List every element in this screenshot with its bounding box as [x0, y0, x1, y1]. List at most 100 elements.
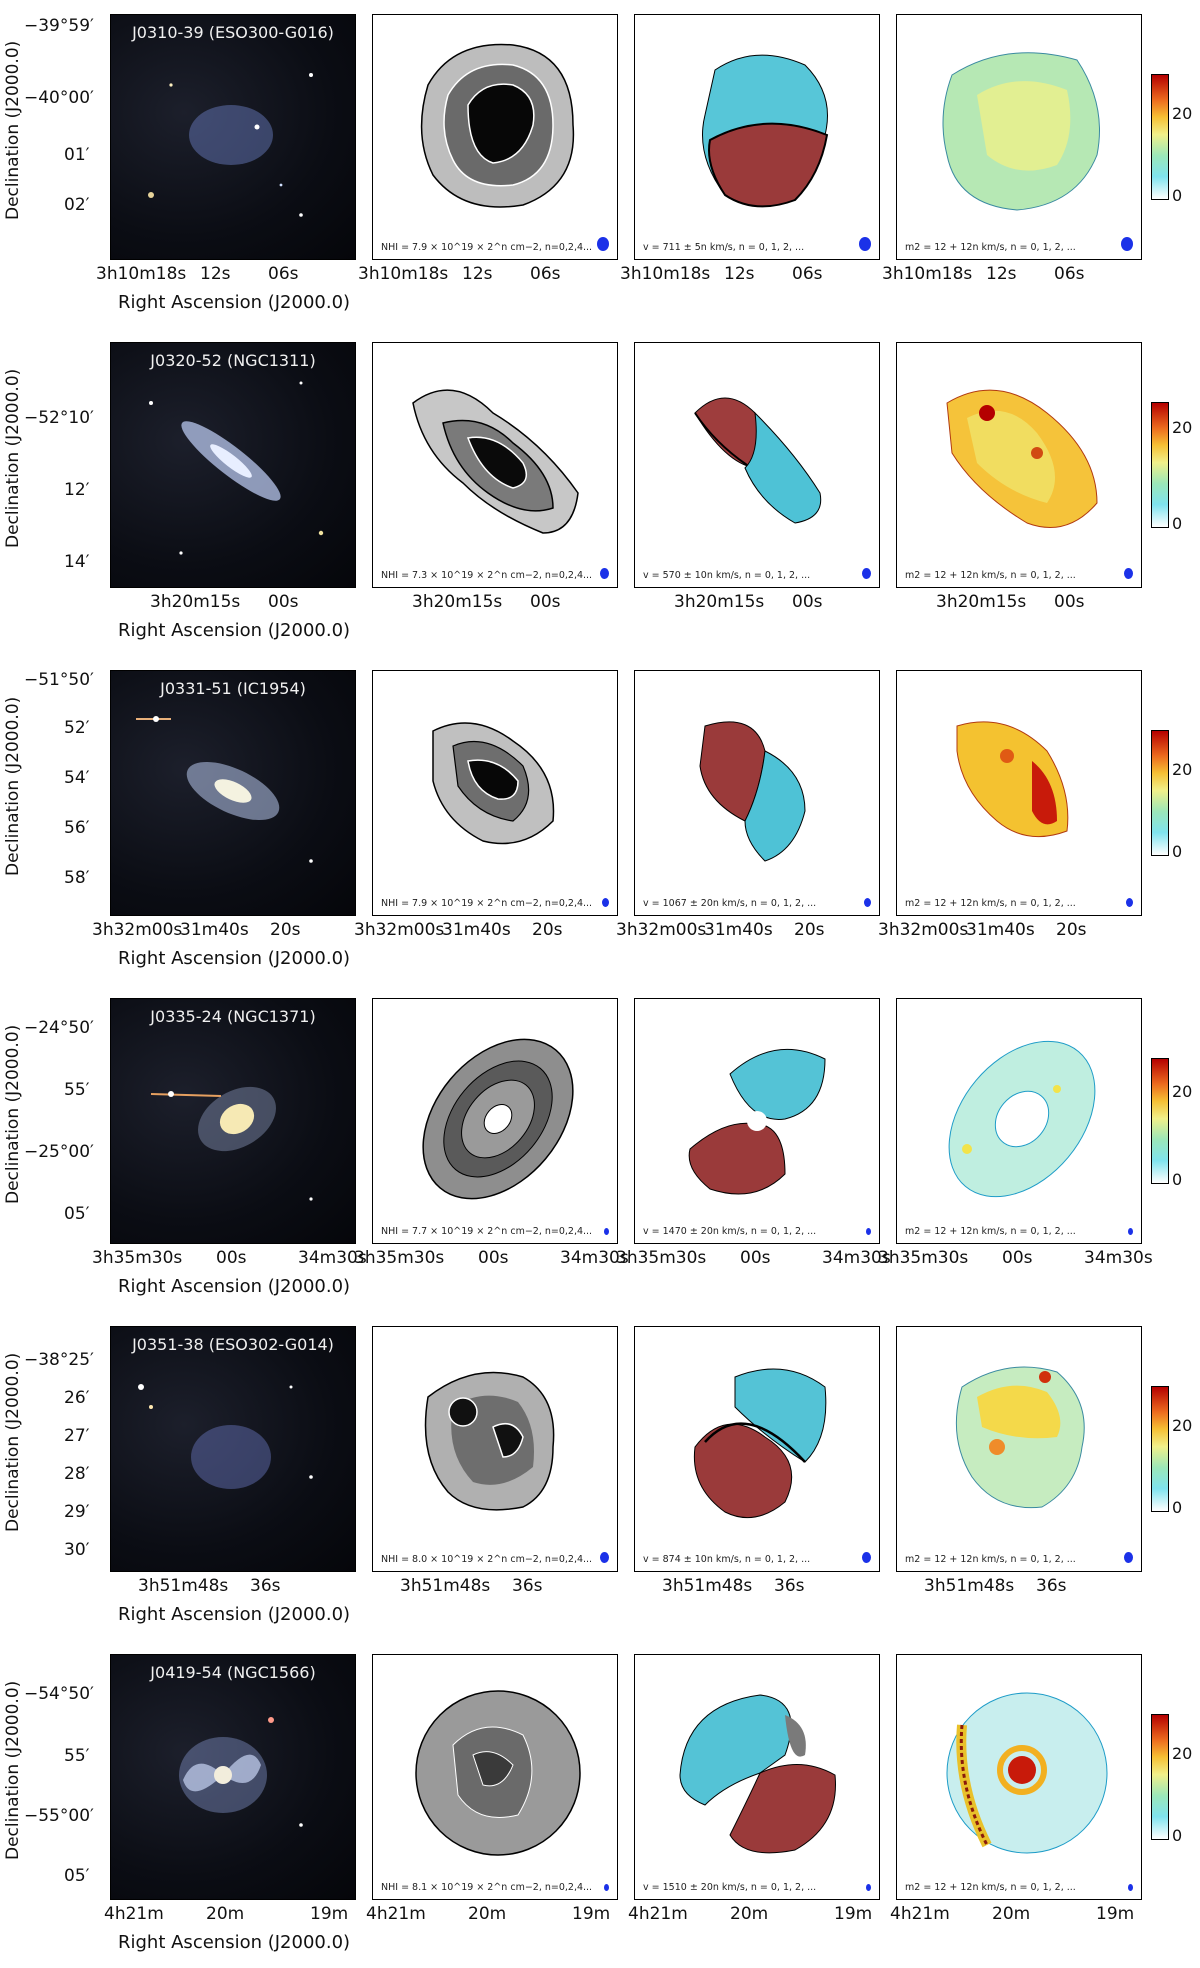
- ra-tick-1: 12s: [986, 264, 1017, 284]
- beam-ellipse: [862, 1552, 871, 1563]
- ra-tick-1: 12s: [724, 264, 755, 284]
- hi-column-density-panel: NHI = 8.0 × 10^19 × 2^n cm−2, n=0,2,4...: [372, 1326, 618, 1572]
- velocity-field-map: [693, 1368, 827, 1519]
- galaxy-name: J0320-52 (NGC1311): [150, 351, 316, 370]
- ra-tick-2: 34m30s: [1084, 1248, 1153, 1268]
- velocity-field-panel: v = 711 ± 5n km/s, n = 0, 1, 2, ...: [634, 14, 880, 260]
- ra-tick-0: 3h32m00s: [354, 920, 445, 940]
- dec-tick-3: 02′: [64, 195, 90, 215]
- dec-tick-0: −38°25′: [24, 1350, 94, 1370]
- figure-row-0: Declination (J2000.0) −39°59′ −40°00′ 0 1…: [0, 0, 1200, 328]
- hi-column-density-panel: NHI = 7.3 × 10^19 × 2^n cm−2, n=0,2,4...: [372, 342, 618, 588]
- dispersion-contour-note: m2 = 12 + 12n km/s, n = 0, 1, 2, ...: [905, 1554, 1076, 1565]
- dec-tick-0: −54°50′: [24, 1684, 94, 1704]
- beam-ellipse: [602, 898, 609, 907]
- velocity-dispersion-map: [946, 389, 1098, 528]
- ra-axis-title: Right Ascension (J2000.0): [118, 620, 351, 641]
- dec-tick-4: 29′: [64, 1502, 90, 1522]
- ra-tick-0: 3h20m15s: [150, 592, 241, 612]
- dispersion-panel: m2 = 12 + 12n km/s, n = 0, 1, 2, ...: [896, 670, 1142, 916]
- ra-axis-title: Right Ascension (J2000.0): [118, 1932, 351, 1953]
- ra-tick-0: 3h20m15s: [936, 592, 1027, 612]
- velocity-contour-note: v = 1470 ± 20n km/s, n = 0, 1, 2, ...: [643, 1226, 817, 1237]
- ra-tick-1: 00s: [1002, 1248, 1033, 1268]
- ra-tick-0: 3h51m48s: [662, 1576, 753, 1596]
- beam-ellipse: [1126, 898, 1133, 907]
- dispersion-contour-note: m2 = 12 + 12n km/s, n = 0, 1, 2, ...: [905, 242, 1076, 253]
- optical-image-panel: J0351-38 (ESO302-G014): [110, 1326, 356, 1572]
- ra-tick-1: 36s: [512, 1576, 543, 1596]
- ra-tick-0: 3h10m18s: [96, 264, 187, 284]
- ra-tick-2: 06s: [530, 264, 561, 284]
- ra-tick-2: 06s: [792, 264, 823, 284]
- declination-axis-title: Declination (J2000.0): [3, 40, 23, 220]
- optical-image-panel: J0419-54 (NGC1566): [110, 1654, 356, 1900]
- ra-tick-0: 3h32m00s: [92, 920, 183, 940]
- velocity-contour-note: v = 874 ± 10n km/s, n = 0, 1, 2, ...: [643, 1554, 811, 1565]
- colorbar-tick-0: 0: [1172, 1498, 1183, 1517]
- optical-image-panel: J0335-24 (NGC1371): [110, 998, 356, 1244]
- ra-tick-2: 20s: [532, 920, 563, 940]
- ra-tick-2: 20s: [1056, 920, 1087, 940]
- dispersion-panel: m2 = 12 + 12n km/s, n = 0, 1, 2, ...: [896, 998, 1142, 1244]
- hi-contour-note: NHI = 7.3 × 10^19 × 2^n cm−2, n=0,2,4...: [381, 570, 593, 581]
- colorbar-tick-0: 0: [1172, 514, 1183, 533]
- beam-ellipse: [604, 1884, 609, 1891]
- figure-row-1: Declination (J2000.0) −52°10′ 12′ 14′ J0…: [0, 328, 1200, 656]
- optical-image-panel: J0320-52 (NGC1311): [110, 342, 356, 588]
- ra-tick-0: 4h21m: [628, 1904, 688, 1924]
- ra-axis-title: Right Ascension (J2000.0): [118, 292, 351, 313]
- dec-tick-1: 55′: [64, 1746, 90, 1766]
- ra-tick-0: 4h21m: [890, 1904, 950, 1924]
- dec-tick-3: 28′: [64, 1464, 90, 1484]
- hi-contour-note: NHI = 7.9 × 10^19 × 2^n cm−2, n=0,2,4...: [381, 242, 593, 253]
- dec-tick-0: −39°59′: [24, 16, 94, 36]
- figure-row-2: Declination (J2000.0) −51°50′ 52′ 54′ 56…: [0, 656, 1200, 984]
- velocity-dispersion-map: [948, 1040, 1096, 1198]
- beam-ellipse: [600, 1552, 609, 1563]
- hi-column-density-map: [415, 1690, 581, 1856]
- ra-tick-0: 3h32m00s: [616, 920, 707, 940]
- beam-ellipse: [866, 1228, 871, 1235]
- beam-ellipse: [1128, 1884, 1133, 1891]
- colorbar: [1151, 1714, 1169, 1840]
- beam-ellipse: [864, 898, 871, 907]
- colorbar: [1151, 74, 1169, 200]
- beam-ellipse: [1124, 1552, 1133, 1563]
- hi-column-density-map: [432, 722, 555, 845]
- optical-galaxy-image: [150, 1086, 313, 1201]
- ra-tick-0: 3h51m48s: [138, 1576, 229, 1596]
- colorbar-tick-20: 20: [1172, 1082, 1193, 1101]
- dec-tick-2: 27′: [64, 1426, 90, 1446]
- velocity-contour-note: v = 570 ± 10n km/s, n = 0, 1, 2, ...: [643, 570, 811, 581]
- declination-axis-title: Declination (J2000.0): [3, 368, 23, 548]
- beam-ellipse: [1121, 237, 1133, 251]
- ra-tick-1: 00s: [530, 592, 561, 612]
- velocity-dispersion-map: [956, 721, 1069, 838]
- dec-tick-3: 05′: [64, 1866, 90, 1886]
- dec-tick-1: 52′: [64, 718, 90, 738]
- beam-ellipse: [600, 568, 609, 579]
- dec-tick-1: −40°00′: [24, 88, 94, 108]
- dispersion-panel: m2 = 12 + 12n km/s, n = 0, 1, 2, ...: [896, 342, 1142, 588]
- dispersion-contour-note: m2 = 12 + 12n km/s, n = 0, 1, 2, ...: [905, 1882, 1076, 1893]
- colorbar-tick-0: 0: [1172, 842, 1183, 861]
- velocity-field-map: [694, 397, 822, 524]
- ra-tick-0: 3h10m18s: [358, 264, 449, 284]
- velocity-field-panel: v = 874 ± 10n km/s, n = 0, 1, 2, ...: [634, 1326, 880, 1572]
- ra-tick-0: 4h21m: [366, 1904, 426, 1924]
- dec-tick-0: −52°10′: [24, 408, 94, 428]
- ra-tick-1: 00s: [478, 1248, 509, 1268]
- beam-ellipse: [1124, 568, 1133, 579]
- ra-tick-2: 34m30s: [822, 1248, 891, 1268]
- dispersion-panel: m2 = 12 + 12n km/s, n = 0, 1, 2, ...: [896, 1654, 1142, 1900]
- ra-tick-2: 19m: [834, 1904, 873, 1924]
- hi-contour-note: NHI = 7.7 × 10^19 × 2^n cm−2, n=0,2,4...: [381, 1226, 593, 1237]
- dec-tick-3: 56′: [64, 818, 90, 838]
- colorbar-tick-0: 0: [1172, 186, 1183, 205]
- ra-tick-1: 20m: [468, 1904, 507, 1924]
- velocity-field-map: [699, 721, 806, 862]
- ra-tick-2: 19m: [572, 1904, 611, 1924]
- velocity-field-panel: v = 1067 ± 20n km/s, n = 0, 1, 2, ...: [634, 670, 880, 916]
- ra-tick-1: 31m40s: [704, 920, 773, 940]
